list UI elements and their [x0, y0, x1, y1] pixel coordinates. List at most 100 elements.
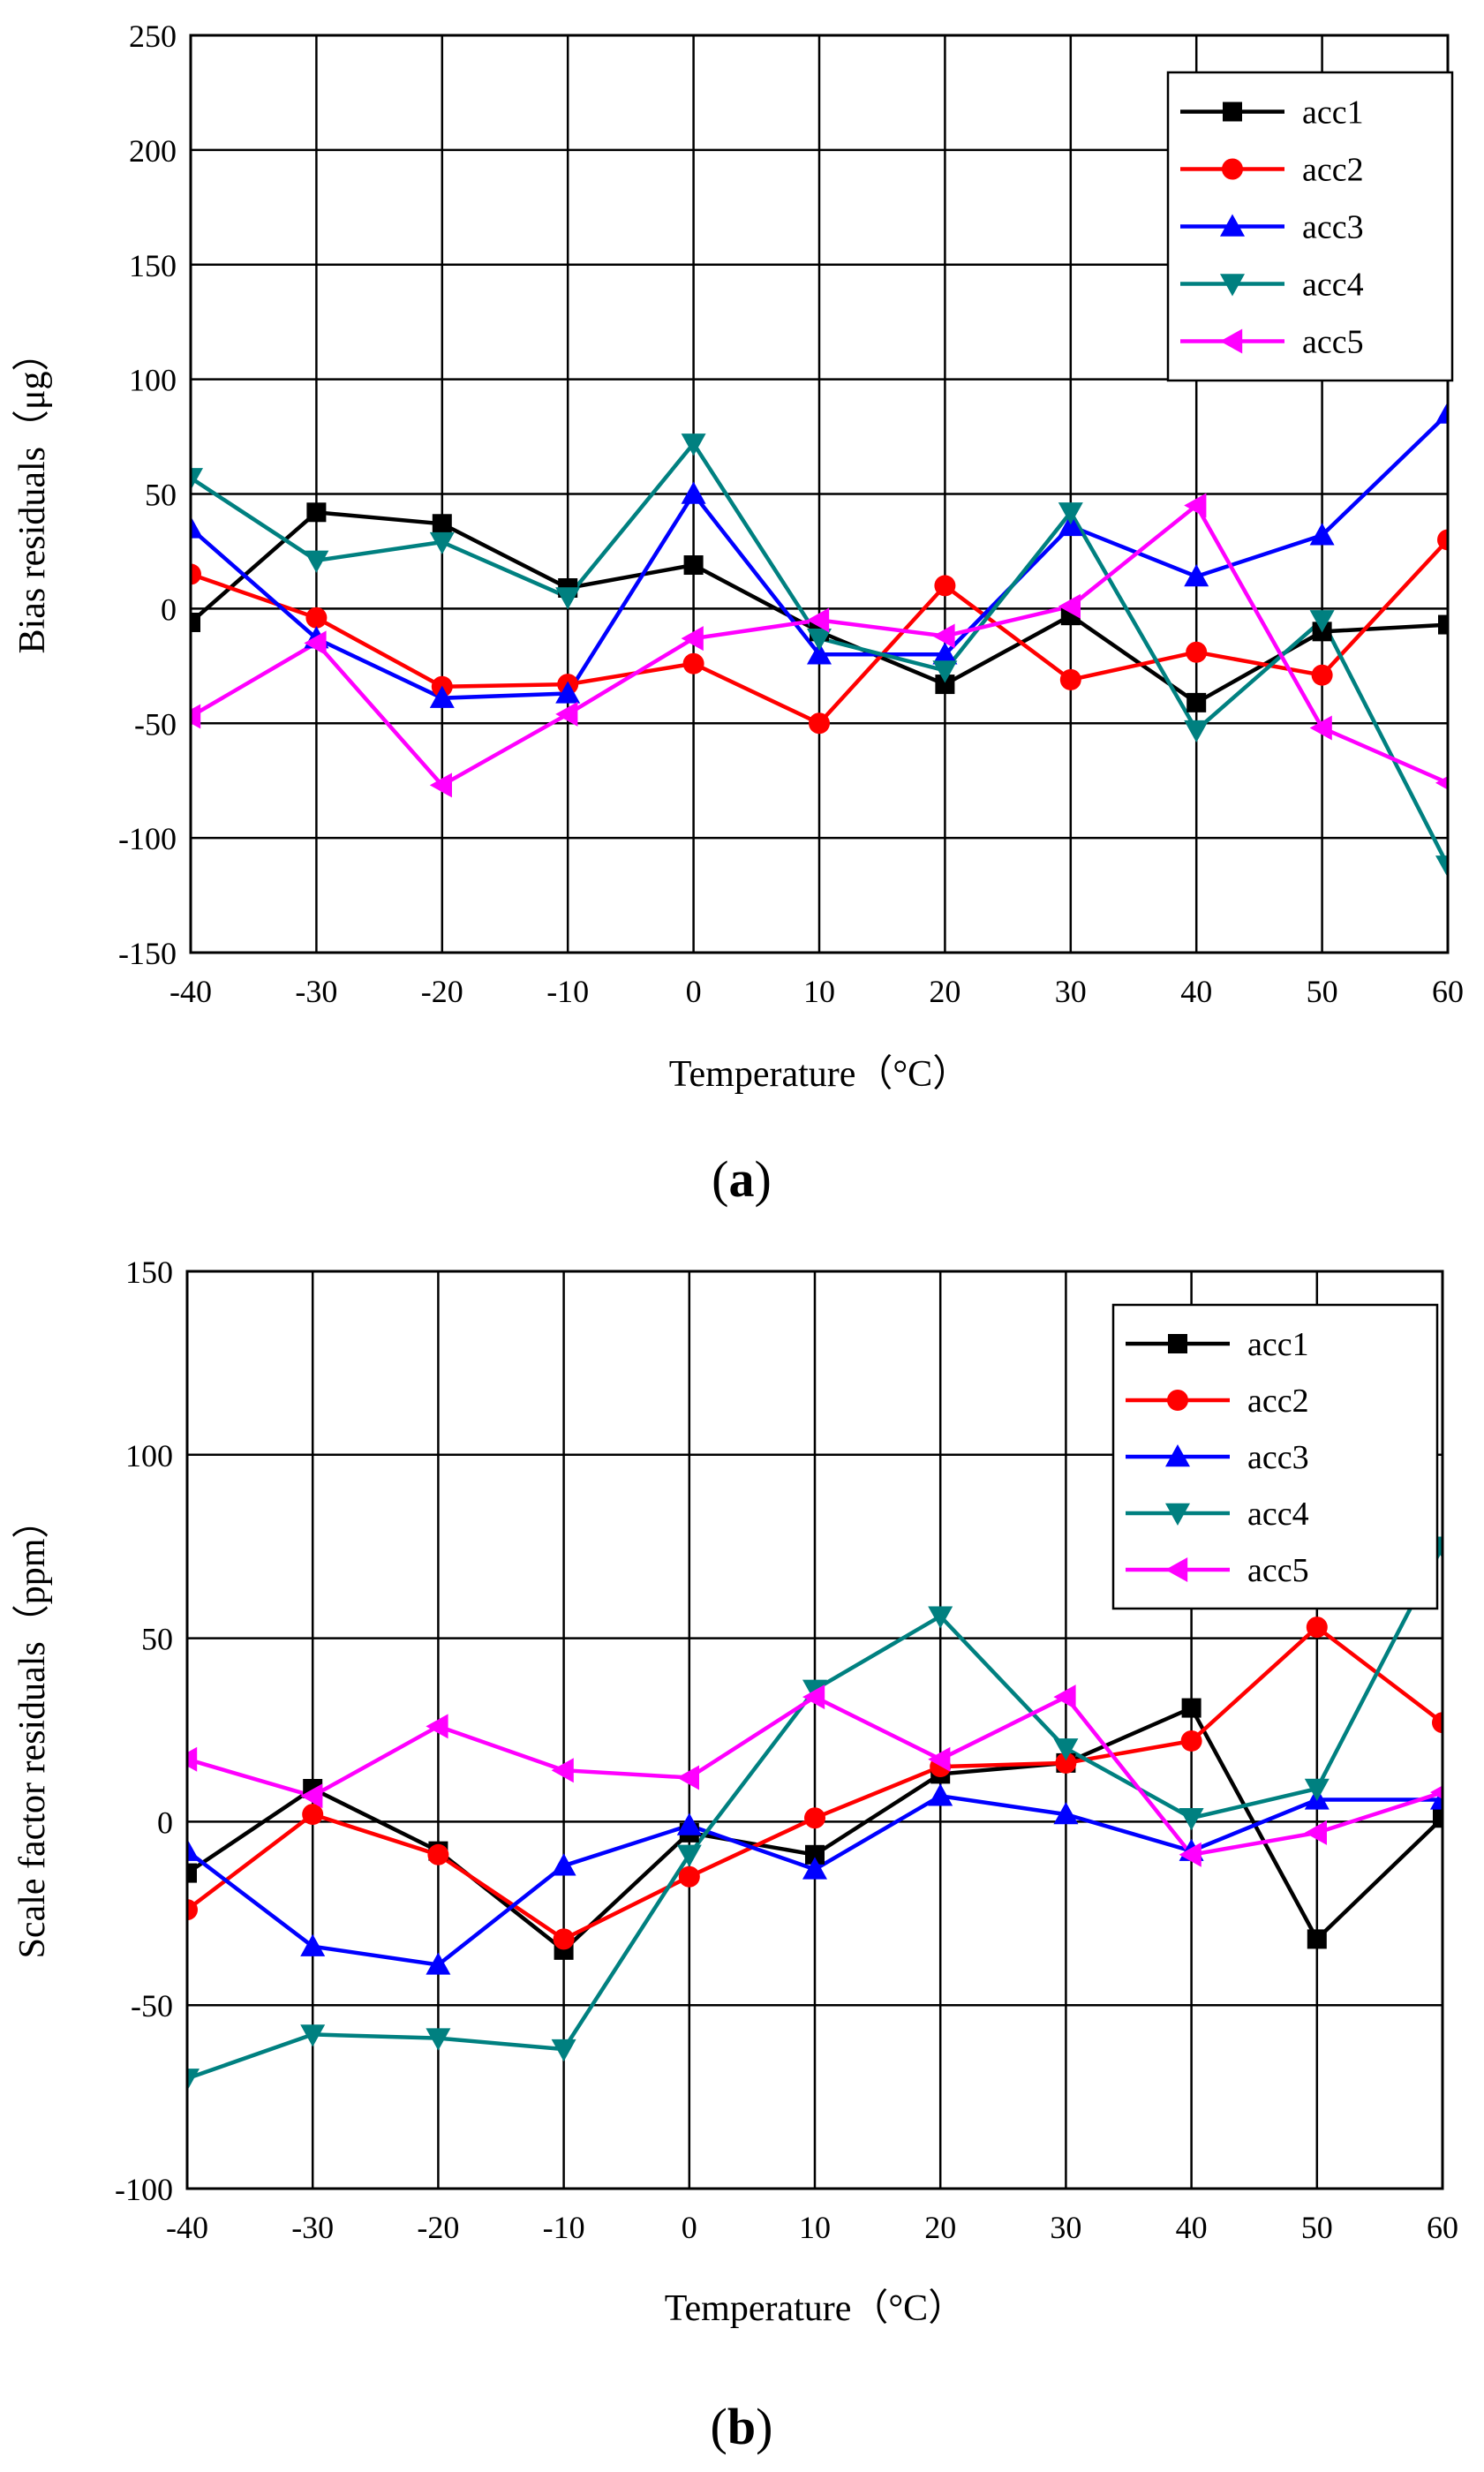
- data-point-acc1: [432, 514, 452, 534]
- data-series: [187, 1536, 1443, 2091]
- data-point-acc2: [553, 1928, 575, 1950]
- data-point-acc5: [928, 1746, 951, 1772]
- data-point-acc5: [1304, 1820, 1327, 1845]
- data-point-acc5: [932, 623, 955, 649]
- data-point-acc5: [300, 1783, 323, 1809]
- x-tick-label: -30: [295, 974, 337, 1009]
- data-point-acc4: [1184, 720, 1209, 743]
- data-point-acc1: [191, 612, 200, 632]
- plot-border: [185, 1270, 1444, 2190]
- data-point-acc3: [1053, 1802, 1079, 1825]
- data-series: [191, 401, 1448, 878]
- y-tick-label: 50: [141, 1622, 173, 1657]
- y-axis-title: Bias residuals（μg）: [12, 335, 53, 654]
- data-point-acc2: [682, 652, 704, 675]
- data-point-acc2: [1306, 1617, 1328, 1639]
- legend-label-acc1: acc1: [1247, 1326, 1309, 1363]
- x-tick-label: 60: [1427, 2210, 1458, 2245]
- data-point-acc5: [1179, 1842, 1202, 1867]
- data-point-acc3: [187, 1838, 200, 1861]
- data-point-acc1: [1433, 1808, 1443, 1828]
- data-point-acc4: [807, 628, 832, 652]
- data-point-acc2: [1180, 1730, 1202, 1752]
- data-point-acc2: [1432, 1712, 1443, 1734]
- y-tick-label: 100: [125, 1438, 173, 1473]
- data-point-acc3: [1184, 564, 1209, 587]
- data-point-acc2: [678, 1865, 700, 1888]
- data-point-acc1: [187, 1863, 197, 1883]
- data-point-acc4: [429, 531, 455, 555]
- data-point-acc5: [802, 1684, 825, 1710]
- x-tick-label: -10: [543, 2210, 585, 2245]
- x-tick-label: 10: [799, 2210, 831, 2245]
- legend-marker-acc2: [1222, 158, 1243, 180]
- x-tick-label: 20: [929, 974, 960, 1009]
- data-point-acc4: [551, 2039, 576, 2062]
- x-tick-labels: -40 -30 -20 -10 0 10 20 30 40 50 60: [169, 974, 1464, 1009]
- x-tick-label: -20: [421, 974, 463, 1009]
- data-point-acc5: [187, 1746, 198, 1772]
- data-point-acc4: [1435, 855, 1448, 878]
- data-point-acc2: [1311, 664, 1333, 686]
- data-point-acc1: [1438, 614, 1448, 635]
- x-tick-label: 50: [1301, 2210, 1333, 2245]
- data-point-acc5: [676, 1765, 699, 1790]
- data-point-acc4: [304, 550, 329, 573]
- legend-marker-acc4: [1220, 274, 1245, 297]
- x-tick-label: 40: [1180, 974, 1212, 1009]
- data-point-acc5: [1184, 493, 1207, 518]
- data-point-acc3: [1309, 523, 1335, 546]
- data-point-acc5: [1309, 715, 1332, 741]
- data-point-acc5: [1058, 593, 1081, 619]
- y-tick-label: 50: [145, 478, 177, 513]
- panel-label-a: (a): [712, 1150, 772, 1208]
- data-point-acc2: [302, 1804, 324, 1826]
- data-point-acc4: [1309, 610, 1335, 633]
- data-point-acc4: [681, 433, 706, 456]
- data-point-acc4: [187, 2069, 200, 2091]
- legend: acc1 acc2 acc3 acc4 acc5: [1111, 1303, 1439, 1610]
- y-tick-label: -100: [118, 821, 177, 856]
- x-tick-label: 0: [682, 2210, 697, 2245]
- x-axis-title: Temperature（°C）: [669, 1054, 969, 1095]
- data-point-acc2: [1059, 668, 1081, 690]
- data-point-acc5: [426, 1714, 448, 1739]
- y-tick-label: 250: [129, 19, 177, 54]
- data-point-acc4: [555, 587, 581, 610]
- legend-marker-acc5: [1165, 1557, 1188, 1582]
- legend-label-acc4: acc4: [1302, 267, 1364, 304]
- data-point-acc4: [1053, 1738, 1079, 1761]
- data-point-acc4: [191, 468, 203, 491]
- x-tick-label: -30: [291, 2210, 334, 2245]
- plot-border: [189, 34, 1450, 954]
- legend-label-acc5: acc5: [1247, 1552, 1309, 1589]
- data-point-acc3: [681, 481, 706, 504]
- y-tick-label: -150: [118, 936, 177, 971]
- data-point-acc3: [429, 685, 455, 708]
- data-point-acc5: [304, 630, 327, 656]
- data-point-acc2: [809, 712, 830, 735]
- data-point-acc5: [555, 701, 578, 727]
- legend-marker-acc1: [1168, 1334, 1187, 1353]
- x-tick-label: 60: [1432, 974, 1464, 1009]
- data-point-acc2: [1055, 1752, 1077, 1774]
- x-tick-label: 0: [686, 974, 702, 1009]
- legend-marker-acc3: [1220, 214, 1245, 237]
- data-point-acc4: [932, 660, 958, 683]
- data-point-acc3: [1058, 513, 1083, 537]
- x-tick-labels: -40 -30 -20 -10 0 10 20 30 40 50 60: [166, 2210, 1458, 2245]
- data-point-acc4: [1304, 1778, 1330, 1801]
- chart-panel-a: -40 -30 -20 -10 0 10 20 30 40 50 60-150-100-500501…: [12, 19, 1464, 1095]
- data-point-acc1: [306, 502, 327, 523]
- data-point-acc2: [305, 607, 328, 629]
- y-tick-label: 200: [129, 133, 177, 169]
- data-point-acc4: [300, 2024, 326, 2047]
- y-tick-label: 100: [129, 363, 177, 398]
- data-point-acc1: [1186, 692, 1207, 712]
- data-point-acc2: [934, 575, 956, 597]
- data-point-acc3: [807, 642, 832, 665]
- y-axis-title: Scale factor residuals（ppm）: [12, 1502, 53, 1959]
- data-point-acc5: [1435, 776, 1448, 790]
- legend-label-acc2: acc2: [1302, 152, 1364, 189]
- y-tick-label: 0: [161, 592, 177, 627]
